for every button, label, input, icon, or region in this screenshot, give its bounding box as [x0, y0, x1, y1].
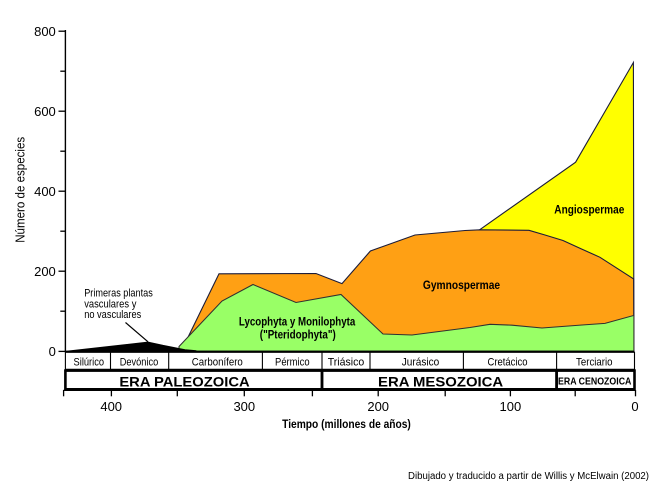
svg-text:Dibujado y traducido a partir: Dibujado y traducido a partir de Willis …: [408, 471, 649, 482]
svg-text:400: 400: [34, 184, 56, 199]
svg-text:ERA MESOZOICA: ERA MESOZOICA: [378, 375, 503, 390]
svg-text:0: 0: [631, 399, 638, 414]
svg-text:400: 400: [100, 399, 122, 414]
svg-text:Triásico: Triásico: [328, 356, 365, 368]
svg-text:Jurásico: Jurásico: [402, 356, 440, 368]
svg-text:200: 200: [34, 264, 56, 279]
svg-text:ERA PALEOZOICA: ERA PALEOZOICA: [119, 375, 249, 390]
svg-text:Silúrico: Silúrico: [74, 356, 105, 368]
svg-text:Tiempo (millones de años): Tiempo (millones de años): [282, 419, 411, 431]
svg-text:Primeras plantas: Primeras plantas: [84, 288, 153, 300]
svg-text:300: 300: [233, 399, 255, 414]
svg-text:Cretácico: Cretácico: [488, 356, 528, 368]
svg-text:Gymnospermae: Gymnospermae: [423, 278, 500, 292]
svg-text:600: 600: [34, 104, 56, 119]
svg-text:Carbonífero: Carbonífero: [192, 356, 243, 368]
svg-text:ERA CENOZOICA: ERA CENOZOICA: [558, 376, 632, 388]
svg-text:0: 0: [49, 344, 56, 359]
svg-text:("Pteridophyta"): ("Pteridophyta"): [260, 327, 336, 341]
svg-text:Terciario: Terciario: [576, 356, 613, 368]
svg-text:Angiospermae: Angiospermae: [554, 203, 624, 217]
svg-text:Pérmico: Pérmico: [275, 356, 310, 368]
svg-text:vasculares y: vasculares y: [84, 299, 137, 311]
svg-text:no vasculares: no vasculares: [84, 309, 142, 321]
svg-text:Número de especies: Número de especies: [13, 136, 28, 242]
svg-text:800: 800: [34, 24, 56, 39]
svg-text:100: 100: [500, 399, 522, 414]
svg-text:200: 200: [367, 399, 389, 414]
svg-text:Devónico: Devónico: [120, 356, 159, 368]
svg-text:Lycophyta y Monilophyta: Lycophyta y Monilophyta: [239, 315, 356, 329]
